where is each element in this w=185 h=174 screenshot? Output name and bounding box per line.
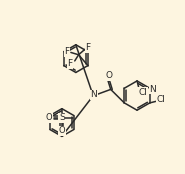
Text: O: O [45, 113, 52, 122]
Text: F: F [85, 43, 90, 52]
Text: Cl: Cl [157, 95, 166, 104]
Text: S: S [59, 113, 65, 122]
Text: N: N [149, 85, 156, 94]
Text: F: F [68, 60, 73, 69]
Text: N: N [90, 90, 97, 99]
Text: Cl: Cl [138, 88, 147, 97]
Text: O: O [106, 71, 113, 80]
Text: O: O [59, 126, 65, 136]
Text: F: F [64, 47, 70, 56]
